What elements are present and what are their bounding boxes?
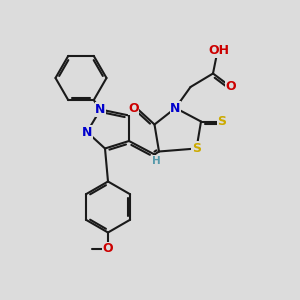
Text: O: O — [226, 80, 236, 94]
Text: O: O — [103, 242, 113, 256]
Text: O: O — [128, 101, 139, 115]
Text: N: N — [82, 125, 92, 139]
Text: N: N — [170, 101, 181, 115]
Text: H: H — [152, 155, 160, 166]
Text: S: S — [192, 142, 201, 155]
Text: N: N — [95, 103, 106, 116]
Text: OH: OH — [208, 44, 230, 58]
Text: S: S — [218, 115, 226, 128]
